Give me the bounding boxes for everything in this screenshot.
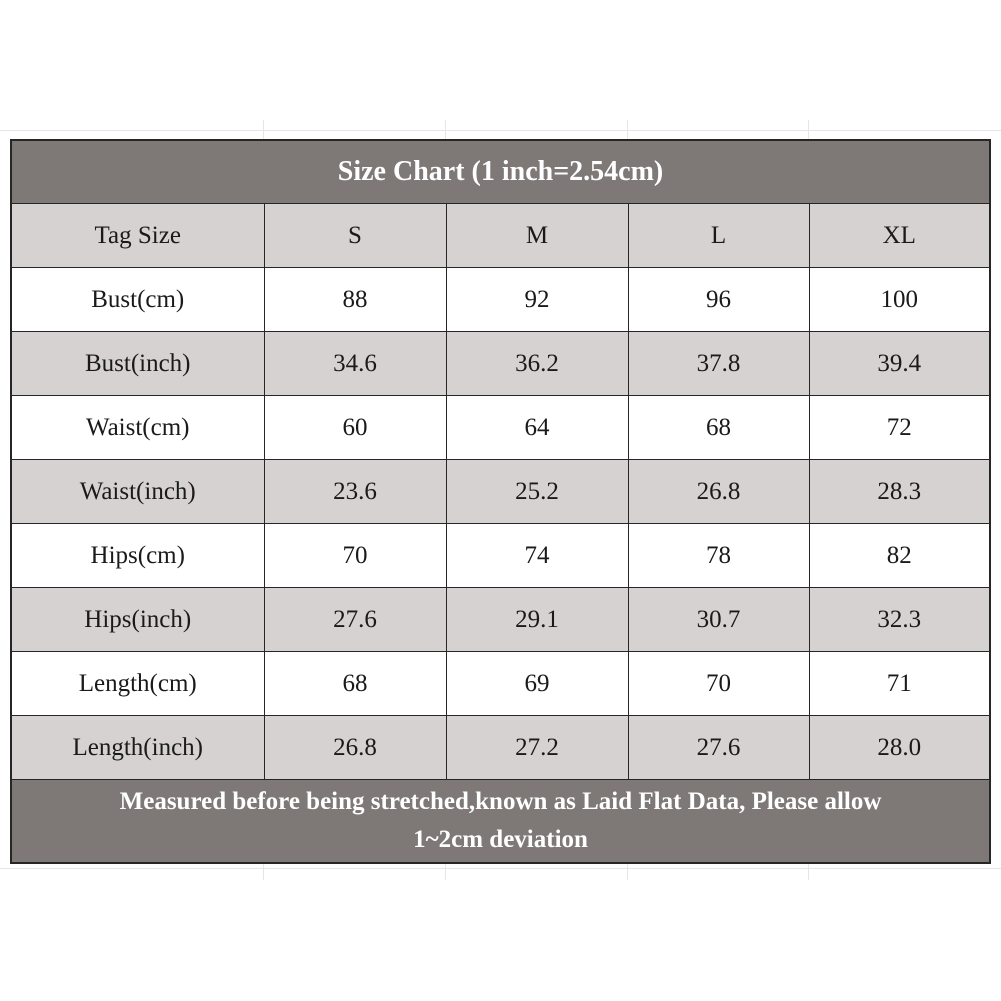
measurement-note: Measured before being stretched,known as…	[10, 779, 991, 864]
table-cell: 69	[445, 651, 629, 716]
table-row: Hips(inch) 27.6 29.1 30.7 32.3	[10, 587, 991, 652]
table-cell: 26.8	[263, 715, 447, 780]
table-cell: 37.8	[627, 331, 810, 396]
table-row: Bust(inch) 34.6 36.2 37.8 39.4	[10, 331, 991, 396]
sheet-gridline	[445, 860, 446, 880]
table-cell: 70	[263, 523, 447, 588]
sheet-gridline	[263, 860, 264, 880]
table-cell: 27.6	[263, 587, 447, 652]
table-cell: 34.6	[263, 331, 447, 396]
sheet-gridline	[0, 868, 1001, 869]
table-cell: 92	[445, 267, 629, 332]
table-cell: 68	[627, 395, 810, 460]
table-cell: 23.6	[263, 459, 447, 524]
column-header: L	[627, 203, 810, 268]
table-cell: 29.1	[445, 587, 629, 652]
table-cell: 82	[808, 523, 991, 588]
sheet-gridline	[627, 860, 628, 880]
row-label: Waist(inch)	[10, 459, 265, 524]
table-cell: 28.0	[808, 715, 991, 780]
table-row: Length(cm) 68 69 70 71	[10, 651, 991, 716]
column-header: M	[445, 203, 629, 268]
table-cell: 32.3	[808, 587, 991, 652]
chart-title: Size Chart (1 inch=2.54cm)	[10, 139, 991, 204]
table-cell: 64	[445, 395, 629, 460]
header-row: Tag Size S M L XL	[10, 203, 991, 268]
table-cell: 25.2	[445, 459, 629, 524]
row-label: Waist(cm)	[10, 395, 265, 460]
table-cell: 27.6	[627, 715, 810, 780]
table-cell: 72	[808, 395, 991, 460]
table-cell: 27.2	[445, 715, 629, 780]
column-header: Tag Size	[10, 203, 265, 268]
row-label: Hips(inch)	[10, 587, 265, 652]
sheet-gridline	[263, 120, 264, 140]
sheet-gridline	[627, 120, 628, 140]
sheet-gridline	[0, 130, 1001, 131]
row-label: Bust(inch)	[10, 331, 265, 396]
row-label: Length(inch)	[10, 715, 265, 780]
sheet-gridline	[445, 120, 446, 140]
column-header: XL	[808, 203, 991, 268]
table-cell: 26.8	[627, 459, 810, 524]
table-cell: 100	[808, 267, 991, 332]
table-row: Bust(cm) 88 92 96 100	[10, 267, 991, 332]
table-row: Waist(inch) 23.6 25.2 26.8 28.3	[10, 459, 991, 524]
sheet-gridline	[808, 860, 809, 880]
table-cell: 88	[263, 267, 447, 332]
table-cell: 28.3	[808, 459, 991, 524]
row-label: Hips(cm)	[10, 523, 265, 588]
table-cell: 39.4	[808, 331, 991, 396]
column-header: S	[263, 203, 447, 268]
row-label: Bust(cm)	[10, 267, 265, 332]
size-chart-table: Size Chart (1 inch=2.54cm) Tag Size S M …	[10, 139, 992, 864]
table-row: Hips(cm) 70 74 78 82	[10, 523, 991, 588]
note-row: Measured before being stretched,known as…	[10, 779, 991, 864]
table-cell: 68	[263, 651, 447, 716]
table-cell: 96	[627, 267, 810, 332]
table-cell: 70	[627, 651, 810, 716]
title-row: Size Chart (1 inch=2.54cm)	[10, 139, 991, 204]
table-cell: 74	[445, 523, 629, 588]
table-cell: 60	[263, 395, 447, 460]
sheet-gridline	[808, 120, 809, 140]
table-cell: 36.2	[445, 331, 629, 396]
table-cell: 30.7	[627, 587, 810, 652]
table-cell: 71	[808, 651, 991, 716]
table-cell: 78	[627, 523, 810, 588]
table-row: Length(inch) 26.8 27.2 27.6 28.0	[10, 715, 991, 780]
table-row: Waist(cm) 60 64 68 72	[10, 395, 991, 460]
note-line: 1~2cm deviation	[413, 826, 588, 853]
row-label: Length(cm)	[10, 651, 265, 716]
note-line: Measured before being stretched,known as…	[119, 788, 882, 815]
